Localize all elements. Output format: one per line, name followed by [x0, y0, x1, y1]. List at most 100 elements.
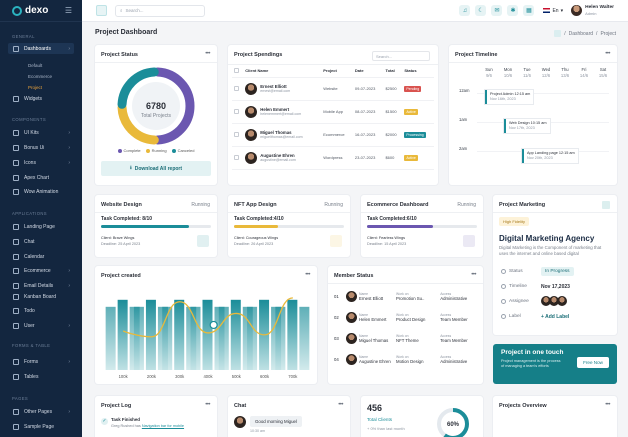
sidebar-item-dashboards[interactable]: Dashboards › [8, 43, 74, 54]
table-row[interactable]: Augustine Ehren augustine@email.com Wordpr… [232, 146, 434, 170]
column-header[interactable]: Client Name [243, 65, 322, 78]
sidebar-item-ui-kits[interactable]: UI Kits › [8, 127, 74, 138]
more-options-icon[interactable]: ••• [605, 51, 610, 57]
sidebar-item-chat[interactable]: Chat [8, 236, 74, 247]
task-client: Client: Courageous Wings [234, 236, 279, 240]
cart-icon[interactable]: ▦ [523, 5, 535, 16]
sidebar-item-icon [13, 238, 19, 245]
row-checkbox[interactable] [234, 85, 239, 91]
sidebar-item-todo[interactable]: Todo [8, 305, 74, 316]
column-header[interactable]: Total [383, 65, 403, 78]
sidebar-item-apex-chart[interactable]: Apex Chart [8, 172, 74, 183]
row-checkbox[interactable] [234, 108, 239, 114]
member-access: Administrative [440, 359, 468, 364]
sidebar-item-other-pages[interactable]: Other Pages › [8, 406, 74, 417]
chat-icon[interactable]: ✉ [491, 5, 503, 16]
more-options-icon[interactable]: ••• [305, 272, 310, 278]
sidebar-item-landing-page[interactable]: Landing Page [8, 221, 74, 232]
spendings-search-input[interactable]: Search... [372, 51, 430, 61]
log-link[interactable]: Navigation bar for mobile [141, 424, 185, 428]
avatar [346, 312, 357, 323]
more-options-icon[interactable]: ••• [338, 402, 343, 408]
column-header[interactable]: Status [402, 65, 434, 78]
marketing-description: Digital Marketing is the Component of ma… [499, 245, 602, 256]
user-menu[interactable]: Helen Walter Admin [571, 5, 614, 16]
sidebar-subitem-ecommerce[interactable]: Ecommerce [28, 74, 53, 79]
table-row[interactable]: 04 Name Augustine Ehren Work on Motion Desig… [332, 349, 480, 370]
sidebar-item-email-details[interactable]: Email Details › [8, 280, 74, 291]
sidebar-item-label: Email Details [24, 282, 54, 289]
field-icon [501, 314, 506, 319]
chat-time: 10:30 am [250, 429, 265, 433]
row-checkbox[interactable] [234, 131, 239, 137]
bar [275, 306, 286, 370]
sidebar-item-sample-page[interactable]: Sample Page [8, 421, 74, 432]
sidebar-item-user[interactable]: User › [8, 320, 74, 331]
clients-label: Total Clients [367, 417, 393, 422]
breadcrumb-dashboard[interactable]: Dashboard [568, 30, 594, 37]
timeline-event[interactable]: Project Admin 12:15 am Nov 16th, 2023 [485, 90, 534, 104]
status-badge: Processing [404, 131, 426, 138]
table-row[interactable]: Helen Emmert helenemmert@email.com Mobile … [232, 100, 434, 124]
search-input[interactable]: ⌕ Search... [115, 4, 205, 17]
column-header[interactable]: Project [321, 65, 353, 78]
more-options-icon[interactable]: ••• [471, 272, 476, 278]
bell-icon[interactable]: ♫ [459, 5, 471, 16]
sidebar-item-widgets[interactable]: Widgets [8, 93, 74, 104]
more-options-icon[interactable]: ••• [205, 51, 210, 57]
member-access: Team Member [440, 317, 468, 322]
timeline-event[interactable]: App Landing page 12:15 am Nov 20th, 2023 [522, 149, 578, 163]
client-name: Augustine Ehren [260, 153, 295, 158]
sidebar-item-kanban-board[interactable]: Kanban Board [8, 291, 74, 302]
status-badge: Active [404, 108, 418, 115]
logo[interactable]: dexo ☰ [0, 0, 82, 22]
sidebar-item-calendar[interactable]: Calendar [8, 251, 74, 262]
table-row[interactable]: 01 Name Ernest Elliott Work on Promotion Su.… [332, 286, 480, 307]
total-cell: $1500 [383, 100, 403, 124]
language-select[interactable]: En ▾ [543, 8, 563, 14]
sidebar-subitem-default[interactable]: Default [28, 63, 43, 68]
table-row[interactable]: 02 Name Helen Emmert Work on Product Design A… [332, 307, 480, 328]
x-tick-label: 700k [288, 374, 298, 379]
row-checkbox[interactable] [234, 154, 239, 160]
date-cell: 23-07-2023 [352, 146, 384, 170]
sidebar-item-tables[interactable]: Tables [8, 371, 74, 382]
sidebar-item-label: Calendar [24, 253, 45, 260]
star-icon[interactable]: ✱ [507, 5, 519, 16]
add-label-button[interactable]: + Add Label [541, 314, 570, 320]
home-icon[interactable] [554, 30, 562, 37]
donut-segment-complete [153, 67, 195, 145]
sidebar-item-icons[interactable]: Icons › [8, 157, 74, 168]
sidebar-item-wow-animation[interactable]: Wow Animation [8, 186, 74, 197]
sidebar-item-ecommerce[interactable]: Ecommerce › [8, 265, 74, 276]
sidebar-subitem-project[interactable]: Project [28, 85, 43, 90]
bookmark-icon[interactable] [602, 201, 610, 209]
donut-chart: 6780 Total Projects [117, 67, 195, 145]
sidebar-item-forms[interactable]: Forms › [8, 356, 74, 367]
menu-toggle-icon[interactable]: ☰ [64, 6, 72, 15]
task-title: Website Design [101, 202, 142, 208]
table-row[interactable]: Ernest Elliott ernest@email.com Website 09-… [232, 77, 434, 101]
row-number: 02 [334, 315, 339, 320]
client-email: augustine@email.com [260, 158, 296, 162]
table-row[interactable]: Miguel Thomas miguelthomas@email.com Ecomm… [232, 123, 434, 147]
project-created-chart: 100k 200k 300k 400k 500k 600k 700k [105, 297, 310, 379]
more-options-icon[interactable]: ••• [205, 402, 210, 408]
bar [230, 299, 241, 370]
column-header[interactable]: Date [352, 65, 384, 78]
member-work: Promotion Su.. [396, 296, 425, 301]
timeline-event[interactable]: Web Design 10:15 am Nov 17th, 2023 [504, 119, 550, 133]
name-label: Name [359, 292, 369, 296]
chevron-right-icon: › [68, 408, 70, 415]
layout-toggle-button[interactable] [96, 5, 107, 16]
moon-icon[interactable]: ☾ [475, 5, 487, 16]
select-all-checkbox[interactable] [232, 65, 244, 78]
table-row[interactable]: 03 Name Miguel Thomas Work on NFT Theme Acces… [332, 328, 480, 349]
more-options-icon[interactable]: ••• [605, 402, 610, 408]
avatar [346, 291, 357, 302]
sidebar-item-bonus-ui[interactable]: Bonus Ui › [8, 142, 74, 153]
task-completed: Task Completed:6/10 [367, 216, 417, 222]
search-icon: ⌕ [120, 8, 123, 13]
free-now-button[interactable]: Free Now [577, 357, 609, 368]
download-report-button[interactable]: ⭳ Download All report [101, 161, 211, 176]
